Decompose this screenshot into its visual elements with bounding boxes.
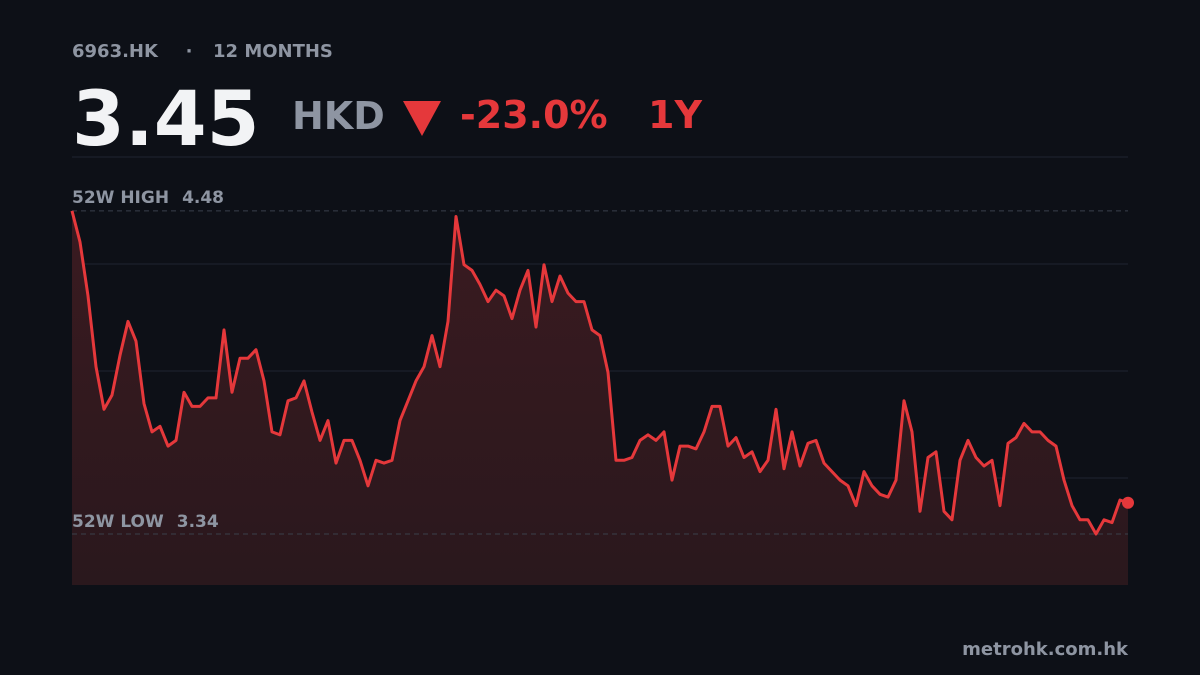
low-value: 3.34 — [177, 512, 219, 532]
high-label: 52W HIGH — [72, 188, 169, 208]
last-point — [1122, 496, 1134, 509]
range: 1Y — [648, 93, 702, 137]
ticker: 6963.HK — [72, 41, 159, 62]
price: 3.45 — [72, 74, 260, 163]
plot: 52W HIGH 4.48 52W LOW 3.34 — [70, 156, 1134, 585]
area — [72, 210, 1128, 585]
separator: · — [186, 41, 193, 62]
price-line — [70, 210, 1129, 536]
source: metrohk.com.hk — [962, 639, 1129, 660]
high-value: 4.48 — [182, 188, 224, 208]
down-arrow — [403, 101, 441, 136]
change: -23.0% — [460, 93, 608, 137]
period: 12 MONTHS — [213, 41, 333, 62]
low-label: 52W LOW — [72, 512, 164, 532]
currency: HKD — [292, 94, 385, 138]
